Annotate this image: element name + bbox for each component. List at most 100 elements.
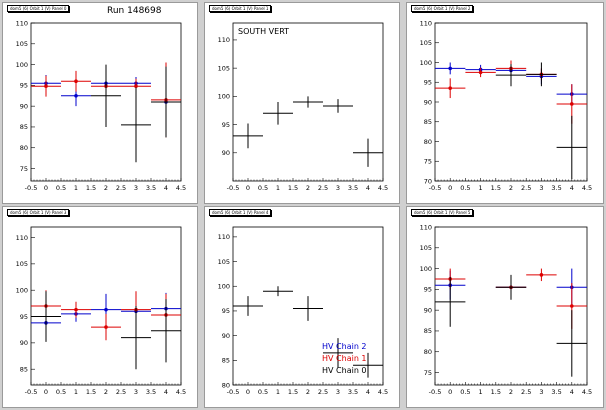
x-tick-label: 3 xyxy=(539,184,543,192)
y-tick-label: 110 xyxy=(16,234,28,242)
x-tick-label: 0 xyxy=(44,388,48,396)
x-tick-label: 3.5 xyxy=(551,388,561,396)
plot-svg: -0.5 0 0.5 1 1.5 2 2.5 3 3.5 4 4.5 80 85 90 95 100 105 11… xyxy=(218,226,388,396)
x-tick-label: 2.5 xyxy=(521,388,531,396)
x-tick-label: 0.5 xyxy=(258,184,268,192)
x-tick-label: 4 xyxy=(570,184,574,192)
x-tick-label: 1 xyxy=(276,184,280,192)
pad-title: dom5 (6) Orbit 1 (V) Panel 4 xyxy=(209,209,272,216)
x-tick-label: 2 xyxy=(104,388,108,396)
plot-svg: -0.5 0 0.5 1 1.5 2 2.5 3 3.5 4 4.5 75 80 85 90 95 100 105… xyxy=(420,223,593,396)
plot-pad-5[interactable]: dom5 (6) Orbit 1 (V) Panel 5 -0.5 0 0.5 1 1.5… xyxy=(406,206,604,408)
x-tick-label: -0.5 xyxy=(227,388,240,396)
data-point-marker xyxy=(539,273,544,277)
x-tick-label: 1 xyxy=(479,388,483,396)
data-point-marker xyxy=(44,84,48,88)
x-tick-label: 2.5 xyxy=(521,184,531,192)
y-tick-label: 100 xyxy=(16,61,28,69)
x-tick-label: 3.5 xyxy=(348,388,358,396)
x-tick-label: 4.5 xyxy=(176,184,186,192)
y-tick-label: 90 xyxy=(424,98,432,106)
plot-pad-3[interactable]: dom5 (6) Orbit 1 (V) Panel 3 -0.5 0 0.5 1 1.5… xyxy=(2,206,198,408)
y-tick-label: 110 xyxy=(218,36,230,44)
data-point-marker xyxy=(104,307,108,312)
x-tick-label: 3.5 xyxy=(348,184,358,192)
y-tick-label: 85 xyxy=(222,357,230,365)
x-tick-label: 2 xyxy=(306,388,310,396)
y-tick-label: 100 xyxy=(218,93,230,101)
y-tick-label: 105 xyxy=(420,39,432,47)
plot-pad-0[interactable]: dom5 (6) Orbit 1 (V) Panel 0 -0.5 0 0.5 1 1.5… xyxy=(2,2,198,204)
y-tick-label: 75 xyxy=(424,158,432,166)
y-tick-label: 90 xyxy=(424,306,432,314)
x-tick-label: 1.5 xyxy=(288,388,298,396)
x-tick-label: 0.5 xyxy=(258,388,268,396)
plot-pad-4[interactable]: dom5 (6) Orbit 1 (V) Panel 4 -0.5 0 0.5 1 1.5… xyxy=(204,206,400,408)
plot-svg: -0.5 0 0.5 1 1.5 2 2.5 3 3.5 4 4.5 70 75 80 85 90 95 100 1… xyxy=(420,19,593,192)
y-tick-label: 90 xyxy=(222,332,230,340)
x-tick-label: -0.5 xyxy=(227,184,240,192)
y-tick-label: 100 xyxy=(218,283,230,291)
x-tick-label: 2.5 xyxy=(116,184,126,192)
y-tick-label: 90 xyxy=(20,102,28,110)
y-tick-label: 95 xyxy=(20,82,28,90)
x-tick-label: 1 xyxy=(74,184,78,192)
pad-label: SOUTH VERT xyxy=(238,27,290,36)
y-tick-label: 95 xyxy=(20,313,28,321)
x-tick-label: 4.5 xyxy=(582,184,592,192)
pad-title: dom5 (6) Orbit 1 (V) Panel 2 xyxy=(411,5,474,12)
plot-pad-2[interactable]: dom5 (6) Orbit 1 (V) Panel 2 -0.5 0 0.5 1 1.5… xyxy=(406,2,604,204)
x-tick-label: 1.5 xyxy=(491,184,501,192)
x-tick-label: 1.5 xyxy=(288,184,298,192)
data-point-marker xyxy=(74,79,78,84)
x-tick-label: -0.5 xyxy=(429,184,442,192)
x-tick-label: 0.5 xyxy=(56,184,66,192)
x-tick-label: 3 xyxy=(134,388,138,396)
x-tick-label: 3.5 xyxy=(551,184,561,192)
x-tick-label: 0.5 xyxy=(56,388,66,396)
y-tick-label: 110 xyxy=(16,19,28,27)
y-tick-label: 90 xyxy=(222,149,230,157)
data-point-marker xyxy=(570,304,574,308)
data-point-marker xyxy=(448,86,452,90)
y-tick-label: 85 xyxy=(424,118,432,126)
data-point-marker xyxy=(448,66,452,71)
x-tick-label: 4 xyxy=(164,388,168,396)
y-tick-label: 95 xyxy=(424,79,432,87)
legend-entry: HV Chain 0 xyxy=(322,366,367,375)
data-point-marker xyxy=(134,84,138,88)
x-tick-label: 1.5 xyxy=(86,388,96,396)
data-point-marker xyxy=(478,70,483,75)
data-point-marker xyxy=(74,307,78,312)
y-tick-label: 80 xyxy=(20,144,28,152)
x-tick-label: 3 xyxy=(336,184,340,192)
x-tick-label: 3 xyxy=(336,388,340,396)
x-tick-label: -0.5 xyxy=(25,388,38,396)
y-tick-label: 95 xyxy=(222,121,230,129)
y-tick-label: 100 xyxy=(420,59,432,67)
plot-pad-1[interactable]: dom5 (6) Orbit 1 (V) Panel 1 -0.5 0 0.5 1 1.5… xyxy=(204,2,400,204)
x-tick-label: 0 xyxy=(448,388,452,396)
x-tick-label: 0.5 xyxy=(460,184,470,192)
y-tick-label: 110 xyxy=(420,19,432,27)
plot-svg: -0.5 0 0.5 1 1.5 2 2.5 3 3.5 4 4.5 75 80 85 90 95 100 105… xyxy=(16,19,187,192)
x-tick-label: 2 xyxy=(306,184,310,192)
y-tick-label: 85 xyxy=(424,327,432,335)
pad-title: dom5 (6) Orbit 1 (V) Panel 5 xyxy=(411,209,474,216)
x-tick-label: 4.5 xyxy=(176,388,186,396)
x-tick-label: 0 xyxy=(448,184,452,192)
x-tick-label: 1 xyxy=(74,388,78,396)
y-tick-label: 70 xyxy=(424,177,432,185)
y-tick-label: 80 xyxy=(424,138,432,146)
y-tick-label: 90 xyxy=(20,339,28,347)
x-tick-label: 1 xyxy=(276,388,280,396)
pad-title: dom5 (6) Orbit 1 (V) Panel 3 xyxy=(7,209,70,216)
x-tick-label: -0.5 xyxy=(25,184,38,192)
x-tick-label: 1.5 xyxy=(491,388,501,396)
pad-title: dom5 (6) Orbit 1 (V) Panel 1 xyxy=(209,5,272,12)
y-tick-label: 75 xyxy=(20,165,28,173)
x-tick-label: 4 xyxy=(366,184,370,192)
x-tick-label: 4.5 xyxy=(378,184,388,192)
x-tick-label: 2 xyxy=(509,184,513,192)
x-tick-label: 0 xyxy=(246,184,250,192)
